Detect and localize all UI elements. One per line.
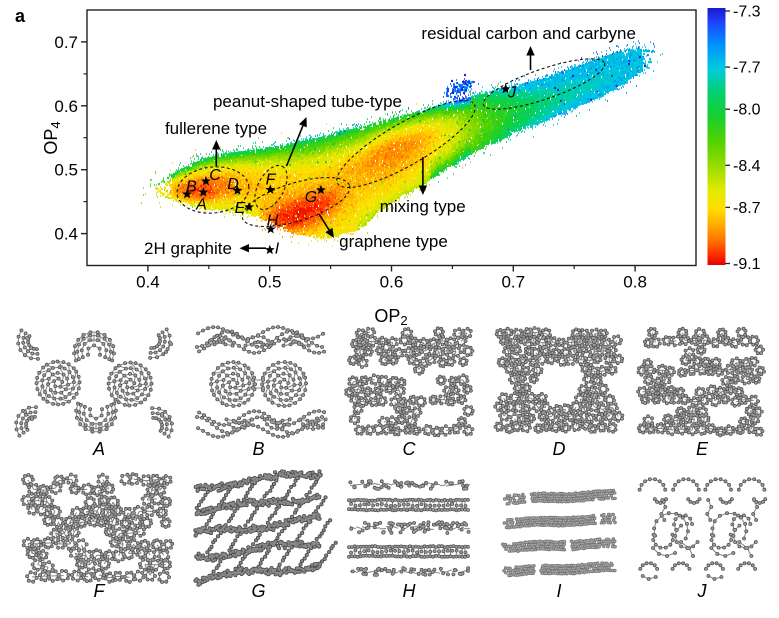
svg-text:D: D (553, 439, 566, 459)
svg-text:OP4: OP4 (41, 121, 63, 154)
svg-text:2H graphite: 2H graphite (144, 239, 232, 258)
svg-text:peanut-shaped tube-type: peanut-shaped tube-type (213, 92, 402, 111)
svg-text:I: I (275, 241, 280, 258)
svg-text:A: A (195, 197, 207, 214)
svg-text:-8.7: -8.7 (733, 200, 761, 217)
svg-text:B: B (186, 179, 197, 196)
svg-text:0.7: 0.7 (54, 33, 78, 52)
svg-text:F: F (266, 172, 277, 189)
svg-text:C: C (403, 439, 417, 459)
svg-text:B: B (252, 439, 264, 459)
svg-text:-7.7: -7.7 (733, 60, 761, 77)
svg-text:D: D (227, 176, 239, 193)
svg-text:A: A (92, 439, 105, 459)
svg-text:a: a (15, 6, 26, 26)
svg-text:H: H (403, 581, 417, 601)
svg-text:0.5: 0.5 (54, 161, 78, 180)
svg-text:J: J (697, 581, 708, 601)
svg-text:E: E (235, 200, 246, 217)
svg-text:G: G (305, 189, 317, 206)
svg-text:0.5: 0.5 (258, 273, 282, 292)
svg-text:E: E (696, 439, 709, 459)
svg-text:mixing type: mixing type (380, 197, 466, 216)
svg-text:0.8: 0.8 (623, 273, 647, 292)
svg-text:0.7: 0.7 (501, 273, 525, 292)
svg-text:-8.0: -8.0 (733, 102, 761, 119)
svg-text:F: F (94, 581, 106, 601)
svg-text:OP2: OP2 (374, 306, 407, 328)
svg-text:residual carbon and carbyne: residual carbon and carbyne (421, 24, 636, 43)
svg-text:H: H (267, 213, 279, 230)
svg-text:0.4: 0.4 (136, 273, 160, 292)
svg-text:graphene type: graphene type (339, 232, 448, 251)
svg-text:-8.4: -8.4 (733, 158, 761, 175)
svg-text:C: C (209, 167, 221, 184)
svg-text:J: J (507, 85, 517, 102)
svg-text:-9.1: -9.1 (733, 256, 761, 273)
svg-text:G: G (251, 581, 265, 601)
svg-text:fullerene type: fullerene type (165, 119, 267, 138)
svg-text:0.6: 0.6 (380, 273, 404, 292)
svg-text:0.6: 0.6 (54, 97, 78, 116)
svg-text:I: I (556, 581, 561, 601)
svg-text:0.4: 0.4 (54, 225, 78, 244)
svg-text:-7.3: -7.3 (733, 4, 761, 21)
